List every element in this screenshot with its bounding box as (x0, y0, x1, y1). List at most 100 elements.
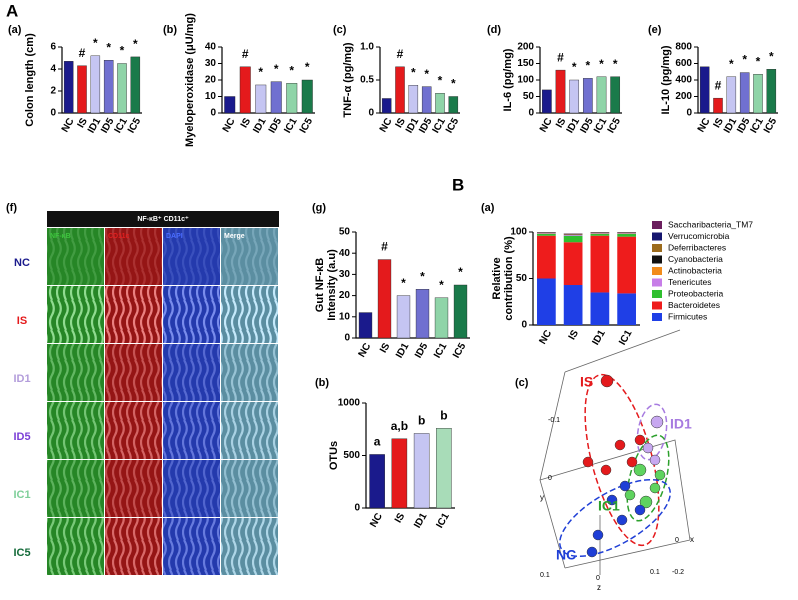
y-tick-label: 40 (339, 248, 351, 259)
significance-mark: # (715, 78, 722, 92)
y-tick-label: 30 (205, 58, 217, 69)
x-tick-label: ID5 (578, 116, 596, 135)
bar (556, 70, 565, 113)
y-tick-label: 6 (50, 42, 56, 53)
panel-label: (d) (487, 24, 501, 36)
significance-mark: * (585, 59, 590, 73)
y-tick-label: 50 (339, 227, 351, 238)
legend-swatch (652, 302, 662, 310)
bar-segment (591, 234, 610, 236)
significance-mark: * (729, 57, 734, 71)
significance-mark: # (79, 46, 86, 60)
bar (286, 83, 297, 113)
column-label: DAPI (166, 233, 183, 240)
y-tick-label: 1000 (338, 398, 361, 409)
x-tick-label: NC (696, 116, 713, 134)
bar (611, 77, 620, 113)
y-tick-label: 0 (210, 108, 216, 119)
legend-swatch (652, 267, 662, 275)
y-tick-label: 0 (686, 108, 692, 119)
x-tick-label: IC5 (606, 116, 624, 135)
y-tick-label: 600 (675, 58, 692, 69)
bar (271, 82, 282, 113)
panel-label: (b) (315, 377, 329, 389)
y-axis-title: Myeloperoxidase (μU/mg) (184, 13, 196, 147)
bar (131, 57, 140, 113)
x-tick-label: IC5 (126, 116, 144, 135)
bar (255, 85, 266, 113)
x-tick-label: IC5 (451, 341, 469, 360)
panel-label: (a) (8, 24, 22, 36)
x-tick-label: NC (60, 116, 77, 134)
legend-swatch (652, 233, 662, 241)
panel-label: (a) (481, 202, 495, 214)
bar (767, 69, 776, 113)
bar-segment (591, 292, 610, 325)
bar (370, 454, 385, 508)
significance-mark: * (120, 44, 125, 58)
axis-line (356, 232, 470, 338)
bar (409, 85, 418, 113)
row-label: ID5 (13, 431, 30, 443)
x-tick-label: IC1 (434, 511, 452, 530)
micrograph-tint (105, 460, 162, 517)
section-label: B (452, 175, 464, 194)
tick-label: -0.1 (548, 417, 560, 424)
x-tick-label: NC (538, 328, 555, 346)
x-tick-label: IC5 (444, 116, 462, 135)
bar (378, 260, 391, 338)
bar (436, 428, 451, 508)
bar (416, 289, 429, 338)
row-label: IC1 (13, 489, 30, 501)
micrograph-tint (221, 402, 278, 459)
y-axis-title: Gut NF-κB (314, 258, 326, 312)
bar (454, 285, 467, 338)
significance-mark: * (451, 77, 456, 91)
panel-label: (c) (333, 24, 347, 36)
y-axis-title: OTUs (328, 441, 340, 470)
y-tick-label: 150 (517, 58, 534, 69)
y-axis-title: TNF-α (pg/mg) (342, 42, 354, 118)
y-tick-label: 0 (344, 333, 350, 344)
group-ellipse (633, 402, 670, 462)
y-tick-label: 50 (516, 273, 528, 284)
significance-mark: * (599, 57, 604, 71)
y-tick-label: 1.0 (360, 42, 374, 53)
bar-segment (591, 236, 610, 293)
legend-swatch (652, 256, 662, 264)
micrograph-tint (105, 402, 162, 459)
bar (104, 60, 113, 113)
column-label: CD11c (108, 233, 130, 240)
y-tick-label: 10 (339, 311, 351, 322)
header-title: NF-κB⁺ CD11c⁺ (137, 216, 189, 223)
micrograph-tint (47, 460, 104, 517)
bar (414, 433, 429, 508)
bar (753, 74, 762, 113)
y-tick-label: 10 (205, 91, 217, 102)
bar (435, 93, 444, 113)
bar-segment (564, 236, 583, 243)
bar-segment (564, 285, 583, 325)
y-tick-label: 100 (517, 75, 534, 86)
y-axis-title: IL-6 (pg/mg) (502, 48, 514, 111)
group-label: ID1 (670, 416, 692, 432)
panel-label: (c) (515, 377, 529, 389)
legend-label: Actinobacteria (668, 265, 722, 275)
x-tick-label: ID1 (565, 116, 583, 135)
legend-swatch (652, 244, 662, 252)
x-tick-label: ID1 (251, 116, 269, 135)
y-tick-label: 0.5 (360, 75, 374, 86)
row-label: NC (14, 257, 30, 269)
x-tick-label: IC1 (617, 328, 635, 347)
bar (727, 77, 736, 113)
significance-mark: # (397, 47, 404, 61)
legend-swatch (652, 290, 662, 298)
legend-label: Saccharibacteria_TM7 (668, 219, 753, 229)
axis-line (62, 47, 142, 113)
y-axis-title: contribution (%) (503, 236, 515, 321)
bar-segment (564, 242, 583, 285)
micrograph-tint (221, 518, 278, 575)
bar (240, 67, 251, 113)
bar (597, 77, 606, 113)
